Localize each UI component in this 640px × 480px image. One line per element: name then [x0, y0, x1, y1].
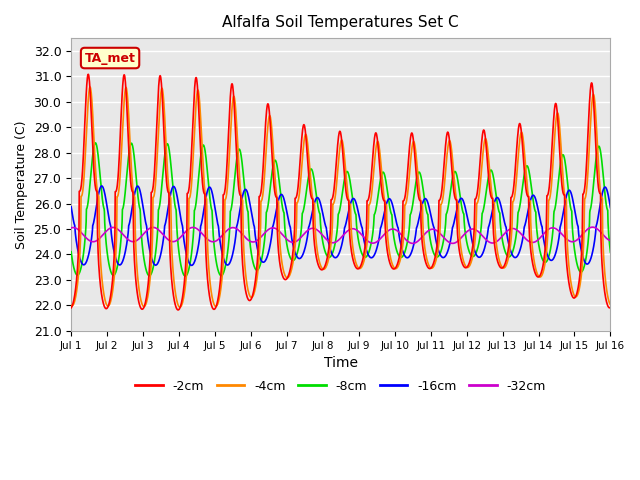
Title: Alfalfa Soil Temperatures Set C: Alfalfa Soil Temperatures Set C	[223, 15, 459, 30]
X-axis label: Time: Time	[324, 356, 358, 370]
Legend: -2cm, -4cm, -8cm, -16cm, -32cm: -2cm, -4cm, -8cm, -16cm, -32cm	[131, 375, 551, 398]
Text: TA_met: TA_met	[84, 51, 136, 64]
Y-axis label: Soil Temperature (C): Soil Temperature (C)	[15, 120, 28, 249]
